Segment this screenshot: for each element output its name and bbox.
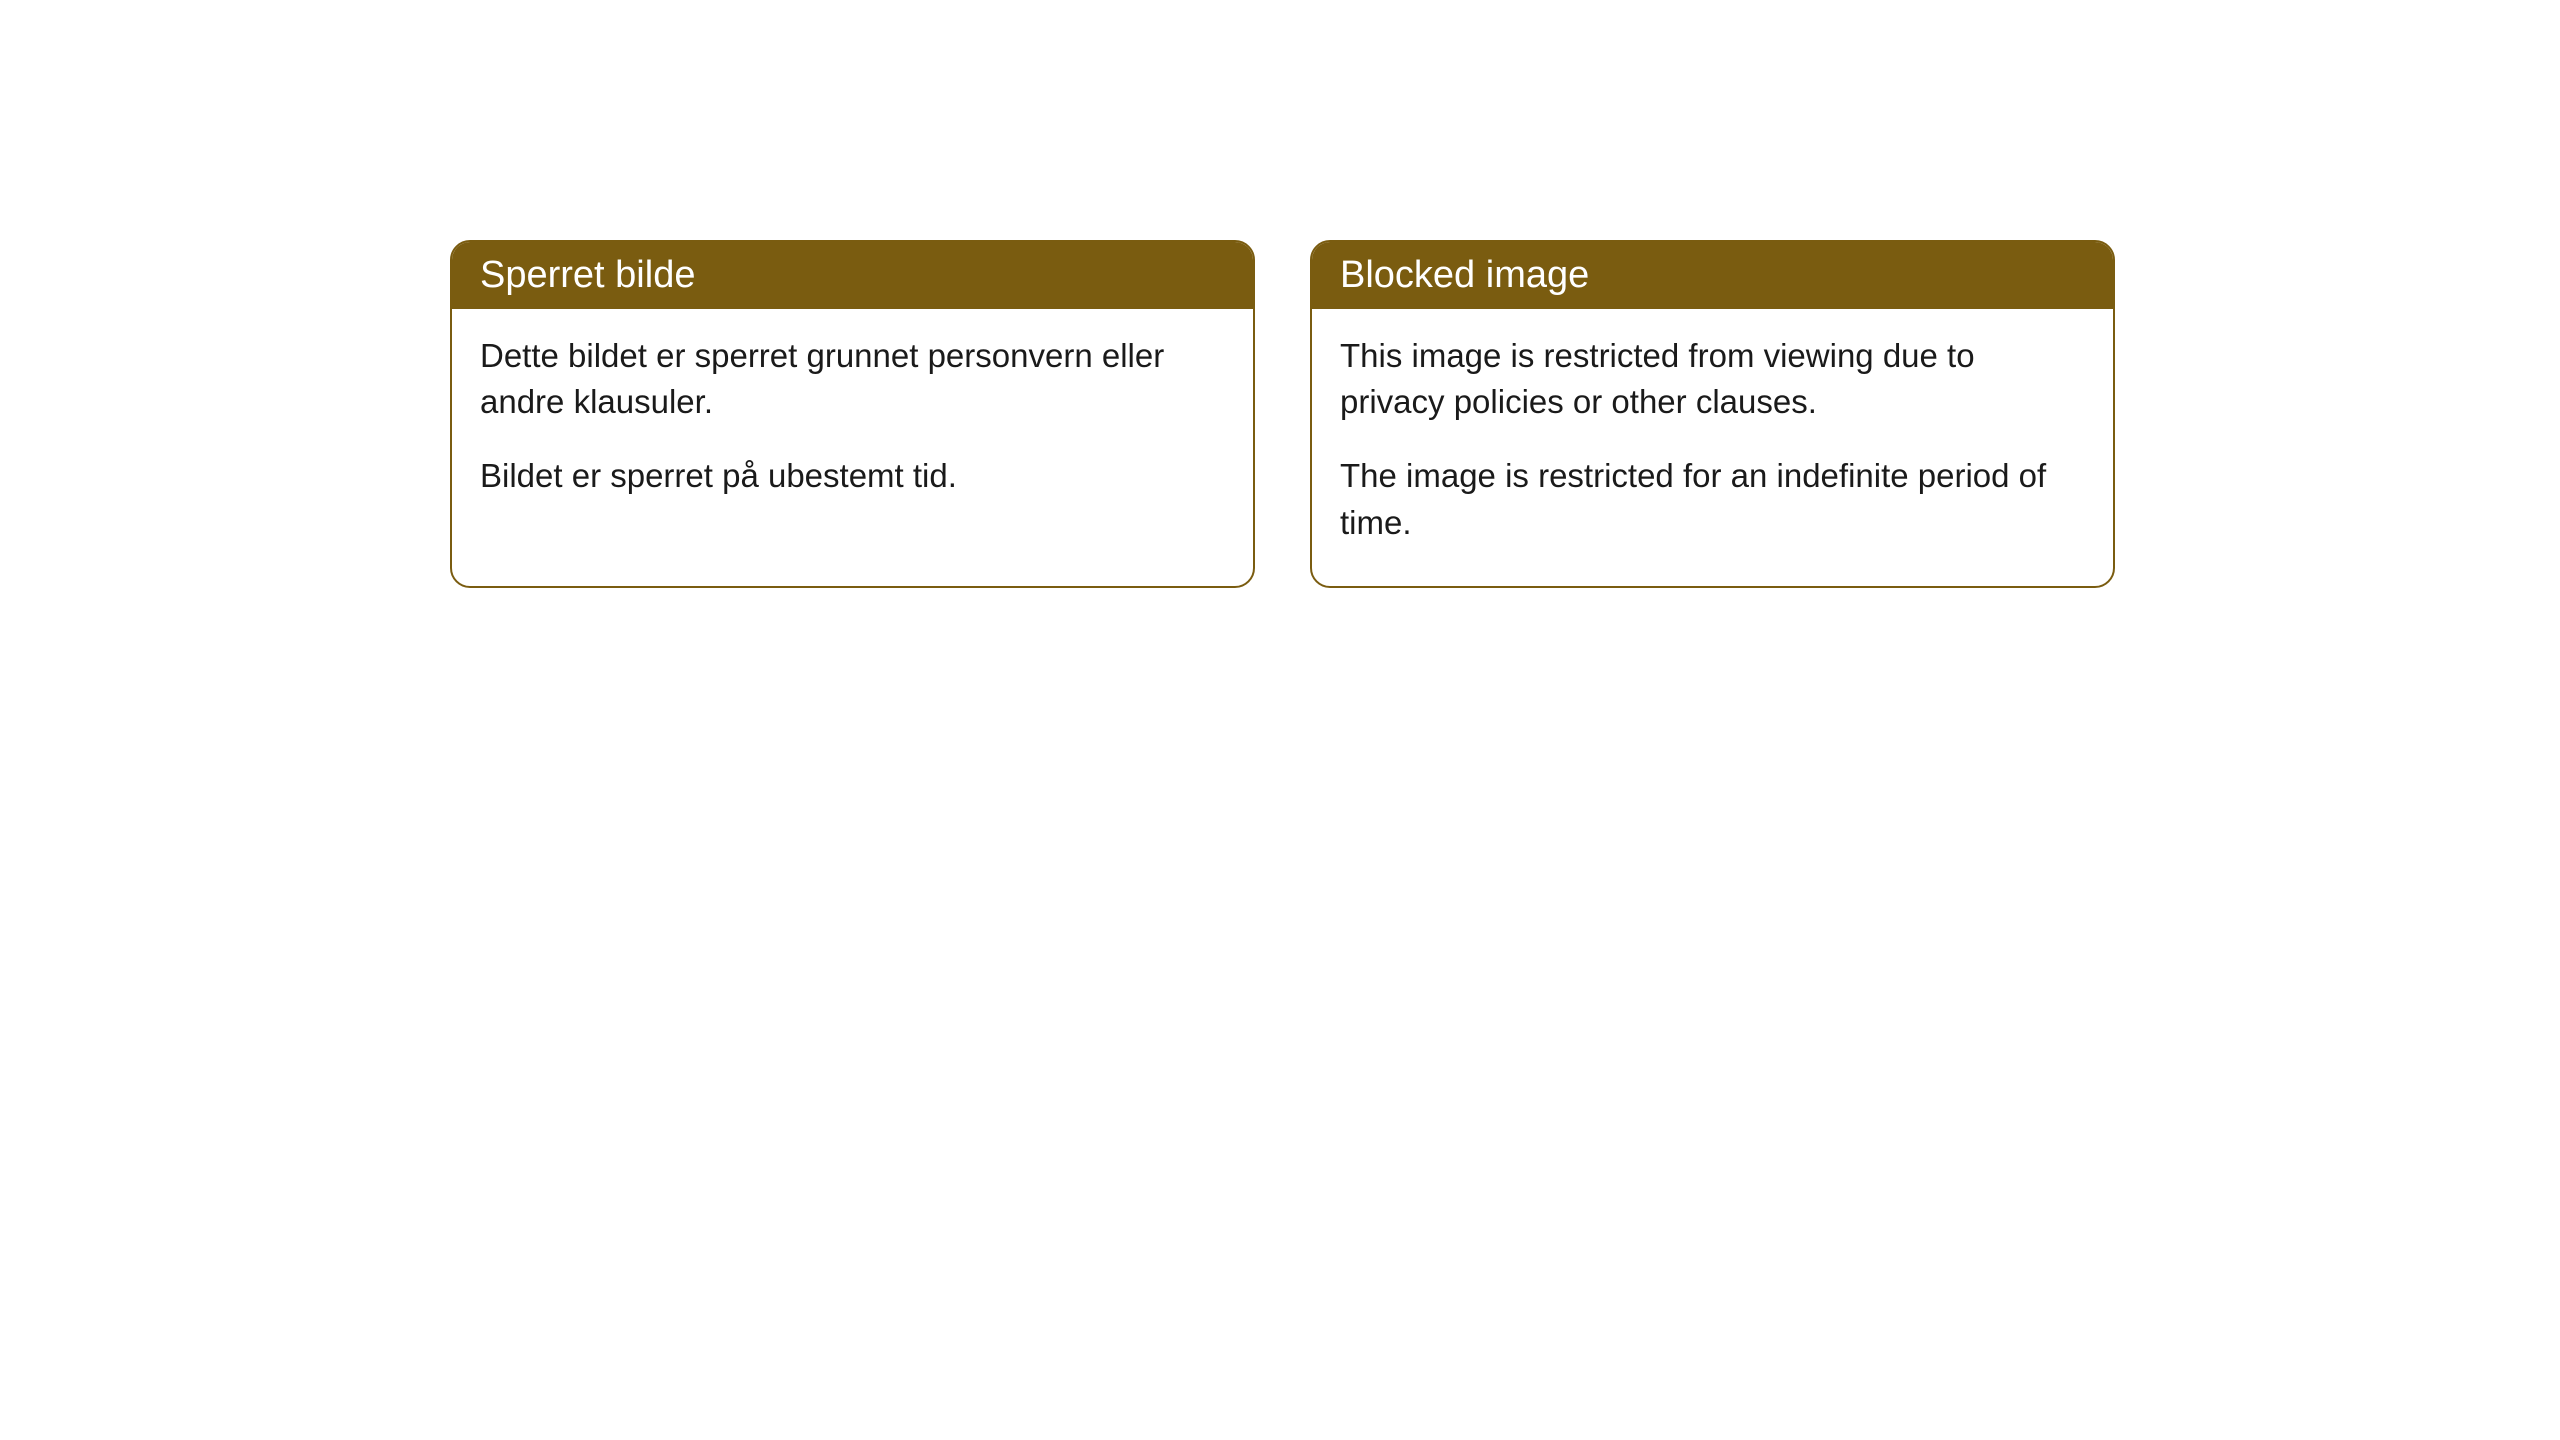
card-text-norwegian-2: Bildet er sperret på ubestemt tid. (480, 453, 1225, 499)
card-header-english: Blocked image (1312, 242, 2113, 309)
card-body-norwegian: Dette bildet er sperret grunnet personve… (452, 309, 1253, 540)
card-title-english: Blocked image (1340, 254, 1589, 296)
blocked-image-card-norwegian: Sperret bilde Dette bildet er sperret gr… (450, 240, 1255, 588)
card-header-norwegian: Sperret bilde (452, 242, 1253, 309)
card-text-english-2: The image is restricted for an indefinit… (1340, 453, 2085, 545)
card-text-norwegian-1: Dette bildet er sperret grunnet personve… (480, 333, 1225, 425)
card-title-norwegian: Sperret bilde (480, 254, 695, 296)
card-text-english-1: This image is restricted from viewing du… (1340, 333, 2085, 425)
notice-cards-container: Sperret bilde Dette bildet er sperret gr… (450, 240, 2560, 588)
blocked-image-card-english: Blocked image This image is restricted f… (1310, 240, 2115, 588)
card-body-english: This image is restricted from viewing du… (1312, 309, 2113, 586)
